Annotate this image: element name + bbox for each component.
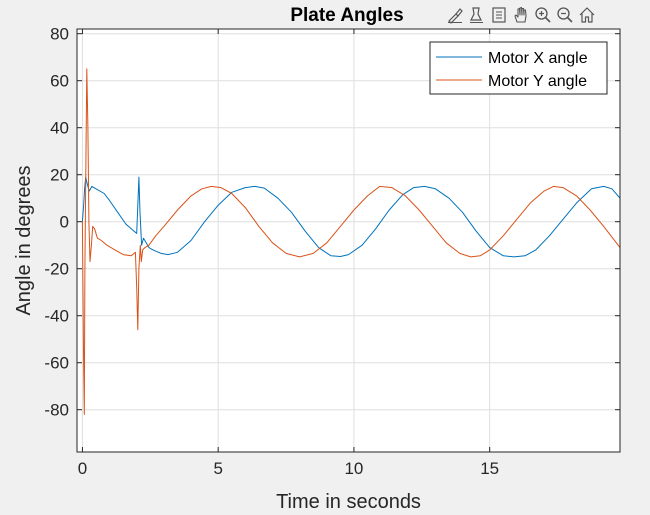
- zoom-in-button[interactable]: [532, 3, 554, 27]
- pan-button[interactable]: [510, 3, 532, 27]
- data-tips-button[interactable]: [488, 3, 510, 27]
- legend-box: [429, 41, 608, 95]
- y-tick-label: 60: [50, 72, 69, 91]
- zoom-in-icon: [535, 7, 551, 23]
- y-tick-label: -20: [44, 260, 69, 279]
- data-cursor-button[interactable]: [466, 3, 488, 27]
- y-tick-label: -80: [44, 401, 69, 420]
- x-tick-label: 5: [213, 459, 222, 478]
- data-tips-icon: [492, 7, 506, 23]
- y-tick-label: 0: [60, 213, 69, 232]
- home-icon: [579, 7, 595, 23]
- x-tick-label: 10: [344, 459, 363, 478]
- data-cursor-icon: [470, 7, 483, 23]
- y-tick-label: -60: [44, 354, 69, 373]
- y-tick-label: 20: [50, 166, 69, 185]
- x-tick-label: 15: [480, 459, 499, 478]
- y-tick-label: 40: [50, 119, 69, 138]
- zoom-out-button[interactable]: [554, 3, 576, 27]
- zoom-out-icon: [557, 7, 573, 23]
- brush-button[interactable]: [444, 3, 466, 27]
- series-line-1: [81, 176, 620, 258]
- axes-box: [76, 28, 621, 453]
- y-tick-label: -40: [44, 307, 69, 326]
- chart-title: Plate Angles: [290, 5, 403, 26]
- pan-icon: [514, 6, 527, 23]
- plot-area: [77, 29, 620, 452]
- series-line-2: [81, 68, 620, 415]
- legend-label-2: Motor Y angle: [488, 73, 587, 90]
- home-button[interactable]: [576, 3, 598, 27]
- x-axis-label: Time in seconds: [276, 491, 421, 513]
- y-axis-label: Angle in degrees: [13, 165, 35, 315]
- brush-icon: [448, 8, 463, 24]
- y-tick-label: 80: [50, 25, 69, 44]
- legend-label-1: Motor X angle: [488, 50, 588, 67]
- x-tick-label: 0: [78, 459, 87, 478]
- axes-toolbar: [444, 2, 598, 28]
